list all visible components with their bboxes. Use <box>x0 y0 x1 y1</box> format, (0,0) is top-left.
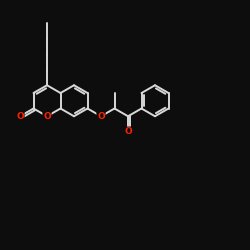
Text: O: O <box>16 112 24 121</box>
Text: O: O <box>97 112 105 121</box>
Text: O: O <box>43 112 51 121</box>
Text: O: O <box>124 127 132 136</box>
